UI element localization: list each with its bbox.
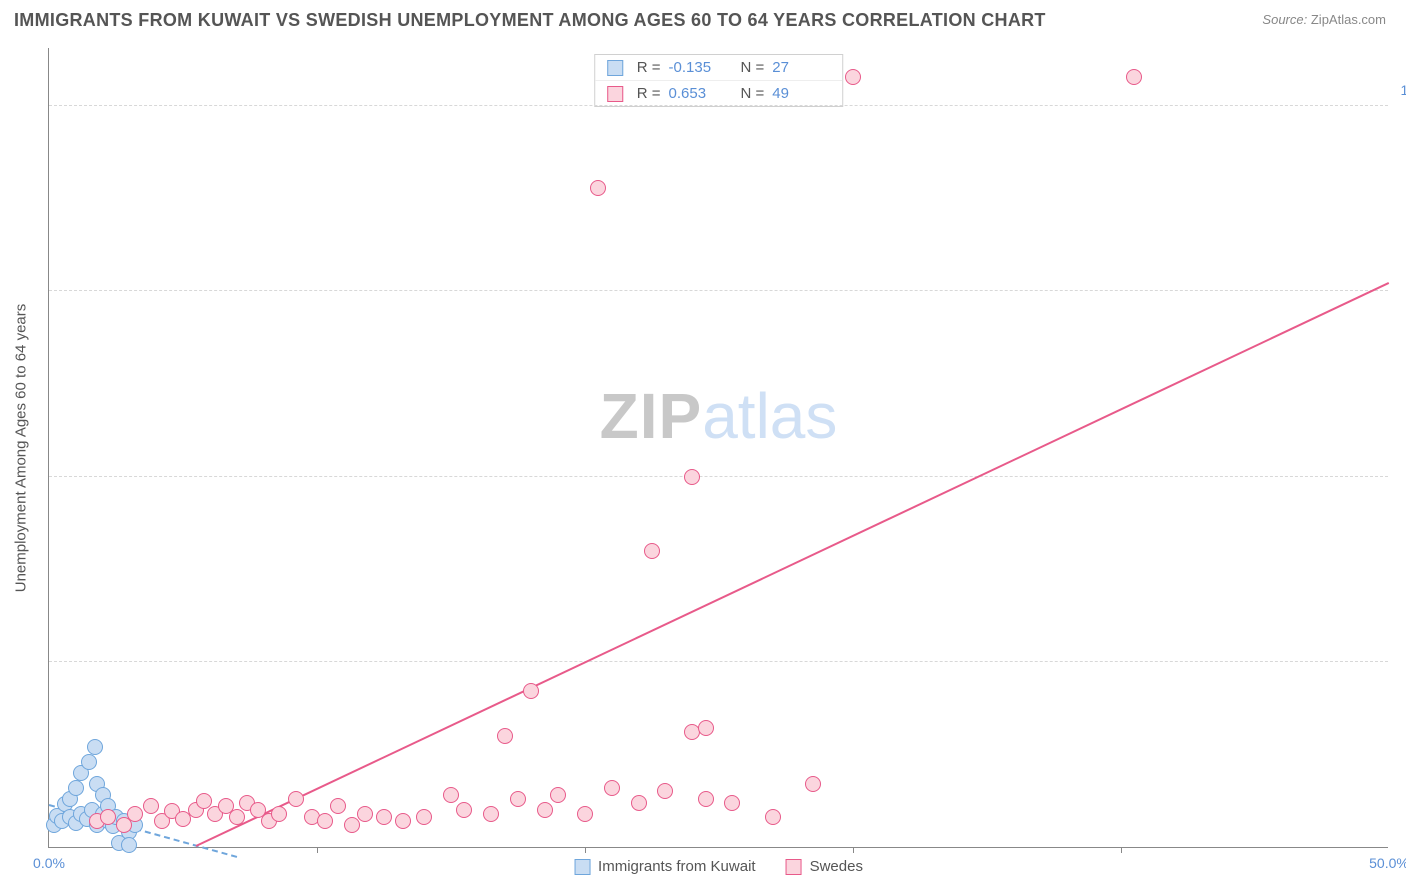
data-point-swedes [577, 806, 593, 822]
data-point-swedes [416, 809, 432, 825]
data-point-swedes [684, 469, 700, 485]
data-point-swedes [550, 787, 566, 803]
data-point-swedes [805, 776, 821, 792]
data-point-swedes [523, 683, 539, 699]
y-tick-label: 100.0% [1393, 82, 1406, 98]
data-point-swedes [344, 817, 360, 833]
legend-row-swedes: R = 0.653 N = 49 [595, 80, 843, 106]
y-axis-title: Unemployment Among Ages 60 to 64 years [13, 303, 30, 592]
legend-label: Immigrants from Kuwait [598, 858, 756, 875]
source-label: Source: [1262, 12, 1307, 27]
data-point-swedes [456, 802, 472, 818]
legend-swatch [607, 86, 623, 102]
y-tick-label: 25.0% [1393, 638, 1406, 654]
data-point-swedes [765, 809, 781, 825]
data-point-swedes [510, 791, 526, 807]
stat-n-value: 27 [772, 59, 830, 76]
x-tick-label: 0.0% [33, 855, 65, 871]
data-point-swedes [229, 809, 245, 825]
x-tick [1121, 847, 1122, 853]
gridline [49, 476, 1388, 477]
x-tick-label: 50.0% [1369, 855, 1406, 871]
series-legend: Immigrants from Kuwait Swedes [574, 858, 863, 875]
data-point-swedes [604, 780, 620, 796]
watermark-light: atlas [702, 380, 837, 452]
data-point-swedes [395, 813, 411, 829]
data-point-swedes [845, 69, 861, 85]
data-point-kuwait [81, 754, 97, 770]
data-point-kuwait [87, 739, 103, 755]
data-point-swedes [271, 806, 287, 822]
data-point-swedes [317, 813, 333, 829]
data-point-swedes [376, 809, 392, 825]
x-tick [317, 847, 318, 853]
data-point-swedes [357, 806, 373, 822]
data-point-kuwait [68, 780, 84, 796]
data-point-swedes [330, 798, 346, 814]
legend-swatch [786, 859, 802, 875]
watermark: ZIPatlas [600, 379, 838, 453]
data-point-swedes [127, 806, 143, 822]
data-point-swedes [497, 728, 513, 744]
data-point-swedes [537, 802, 553, 818]
data-point-swedes [644, 543, 660, 559]
data-point-swedes [443, 787, 459, 803]
gridline [49, 105, 1388, 106]
stat-n-value: 49 [772, 85, 830, 102]
x-tick [585, 847, 586, 853]
legend-swatch [574, 859, 590, 875]
legend-row-kuwait: R = -0.135 N = 27 [595, 55, 843, 80]
stat-r-label: R = [637, 85, 661, 102]
stat-n-label: N = [741, 59, 765, 76]
legend-item-swedes: Swedes [786, 858, 863, 875]
legend-label: Swedes [810, 858, 863, 875]
plot-area: Unemployment Among Ages 60 to 64 years Z… [48, 48, 1388, 848]
data-point-swedes [143, 798, 159, 814]
data-point-swedes [1126, 69, 1142, 85]
data-point-swedes [100, 809, 116, 825]
watermark-bold: ZIP [600, 380, 703, 452]
data-point-swedes [657, 783, 673, 799]
gridline [49, 290, 1388, 291]
y-tick-label: 75.0% [1393, 267, 1406, 283]
data-point-swedes [631, 795, 647, 811]
stat-r-label: R = [637, 59, 661, 76]
data-point-swedes [724, 795, 740, 811]
stat-r-value: 0.653 [669, 85, 727, 102]
data-point-swedes [288, 791, 304, 807]
legend-item-kuwait: Immigrants from Kuwait [574, 858, 756, 875]
source-value: ZipAtlas.com [1311, 12, 1386, 27]
data-point-swedes [698, 720, 714, 736]
data-point-swedes [590, 180, 606, 196]
stat-n-label: N = [741, 85, 765, 102]
stat-r-value: -0.135 [669, 59, 727, 76]
y-tick-label: 50.0% [1393, 453, 1406, 469]
data-point-kuwait [121, 837, 137, 853]
trend-line-swedes [196, 282, 1389, 847]
x-tick [853, 847, 854, 853]
chart-title: IMMIGRANTS FROM KUWAIT VS SWEDISH UNEMPL… [14, 10, 1046, 31]
data-point-swedes [483, 806, 499, 822]
gridline [49, 661, 1388, 662]
legend-swatch [607, 60, 623, 76]
source-attribution: Source: ZipAtlas.com [1262, 12, 1386, 27]
correlation-legend: R = -0.135 N = 27 R = 0.653 N = 49 [594, 54, 844, 107]
data-point-swedes [698, 791, 714, 807]
